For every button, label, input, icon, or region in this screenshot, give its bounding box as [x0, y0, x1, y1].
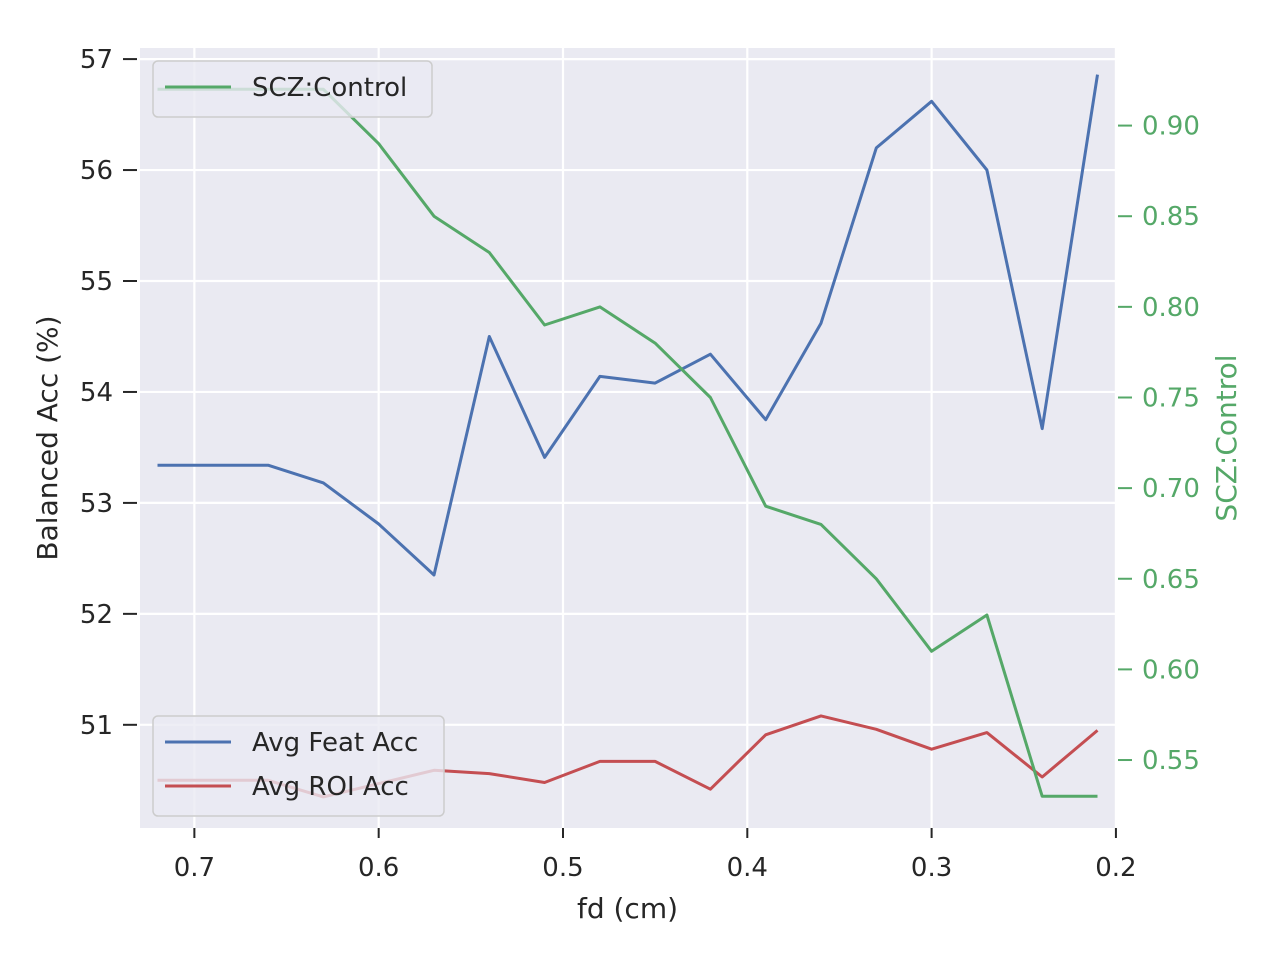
y-axis-left-label: Balanced Acc (%) [31, 315, 64, 560]
y-right-tick-label: 0.65 [1142, 565, 1200, 595]
y-left-tick-label: 56 [80, 156, 113, 186]
y-left-tick-label: 51 [80, 711, 113, 741]
y-right-tick-label: 0.90 [1142, 112, 1200, 142]
y-right-tick-label: 0.55 [1142, 746, 1200, 776]
legend-label: SCZ:Control [252, 73, 407, 103]
y-left-tick-label: 54 [80, 378, 113, 408]
x-tick-label: 0.2 [1095, 853, 1136, 883]
y-right-tick-label: 0.85 [1142, 202, 1200, 232]
plot-background [140, 48, 1115, 828]
y-right-tick-label: 0.75 [1142, 383, 1200, 413]
y-right-tick-label: 0.80 [1142, 293, 1200, 323]
legend-top-left [152, 60, 433, 118]
x-tick-label: 0.5 [542, 853, 583, 883]
legend-label: Avg ROI Acc [252, 772, 409, 802]
x-tick-label: 0.3 [911, 853, 952, 883]
y-left-tick-label: 55 [80, 267, 113, 297]
y-left-tick-label: 57 [80, 45, 113, 75]
y-axis-right-label: SCZ:Control [1210, 354, 1243, 521]
axes: 0.7 0.6 0.5 0.4 0.3 0.2 51 52 53 54 55 56 57 0.55 0.60… [80, 45, 1200, 883]
y-left-tick-label: 53 [80, 489, 113, 519]
y-right-tick-label: 0.70 [1142, 474, 1200, 504]
y-left-tick-label: 52 [80, 600, 113, 630]
x-tick-label: 0.6 [358, 853, 399, 883]
y-right-tick-label: 0.60 [1142, 655, 1200, 685]
series-line-avg-feat-acc [157, 74, 1099, 577]
legends: SCZ:Control Avg Feat Acc Avg ROI Acc [152, 60, 445, 817]
legend-label: Avg Feat Acc [252, 728, 418, 758]
x-tick-label: 0.4 [727, 853, 768, 883]
x-axis-label: fd (cm) [577, 892, 678, 925]
grid [140, 48, 1118, 828]
x-tick-label: 0.7 [174, 853, 215, 883]
